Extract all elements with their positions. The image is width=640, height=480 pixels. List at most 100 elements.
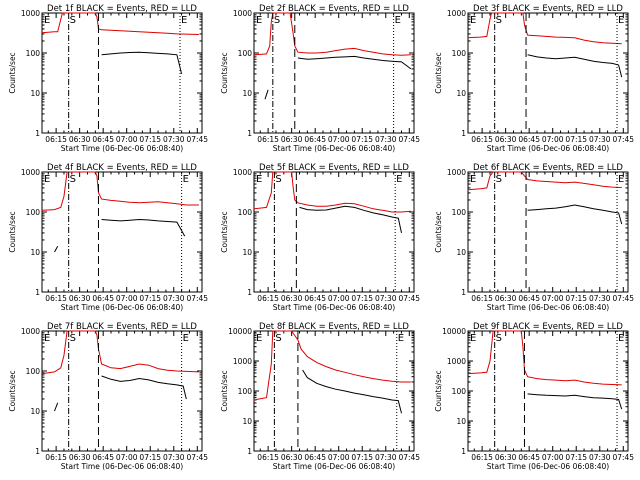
y-axis-label: Counts/sec (8, 211, 17, 252)
marker-label-e-left: E (44, 333, 50, 344)
x-tick-label: 06:45 (92, 135, 114, 144)
y-tick-label: 10 (242, 417, 252, 426)
series-line-events (527, 54, 623, 78)
x-tick-label: 07:30 (163, 294, 185, 303)
plot-frame (41, 12, 203, 134)
chart-panel: Det 6f BLACK = Events, RED = LLD 1 10 100 10… (434, 163, 634, 312)
series-line-lld (253, 171, 411, 213)
y-tick-label: 1 (35, 447, 40, 456)
marker-label-s: S (496, 15, 502, 26)
y-tick-label: 1000 (447, 9, 466, 18)
x-tick-label: 07:15 (351, 294, 373, 303)
x-tick-label: 07:45 (398, 294, 420, 303)
y-tick-label: 1000 (447, 357, 466, 366)
x-axis-label: Start Time (06-Dec-06 06:08:40) (487, 144, 609, 153)
x-axis-label: Start Time (06-Dec-06 06:08:40) (61, 144, 183, 153)
x-tick-label: 07:30 (589, 453, 611, 462)
marker-label-e-left: E (470, 174, 476, 185)
series-line-lld (41, 12, 199, 35)
panel-title: Det 8f BLACK = Events, RED = LLD (259, 322, 409, 332)
x-tick-label: 07:00 (328, 294, 350, 303)
chart-panel: Det 5f BLACK = Events, RED = LLD 1 10 100 10… (220, 163, 420, 312)
marker-label-e-left: E (44, 15, 50, 26)
y-axis-label: Counts/sec (8, 370, 17, 411)
series-line-lld (253, 330, 411, 401)
x-tick-label: 06:15 (471, 294, 493, 303)
marker-label-s: S (496, 174, 502, 185)
x-tick-label: 07:30 (375, 453, 397, 462)
x-tick-label: 07:45 (186, 294, 208, 303)
panel-title: Det 2f BLACK = Events, RED = LLD (259, 4, 409, 14)
marker-label-e-left: E (256, 15, 262, 26)
x-tick-label: 07:45 (186, 135, 208, 144)
x-axis-label: Start Time (06-Dec-06 06:08:40) (273, 144, 395, 153)
x-tick-label: 06:30 (281, 294, 303, 303)
series-line-lld (467, 330, 622, 386)
y-tick-label: 1 (461, 447, 466, 456)
x-axis-label: Start Time (06-Dec-06 06:08:40) (273, 303, 395, 312)
x-axis-label: Start Time (06-Dec-06 06:08:40) (273, 462, 395, 471)
marker-label-s: S (70, 333, 76, 344)
x-tick-label: 07:00 (542, 294, 564, 303)
x-tick-label: 06:30 (495, 294, 517, 303)
y-tick-label: 10 (242, 89, 252, 98)
x-tick-label: 07:45 (612, 453, 634, 462)
panel-title: Det 4f BLACK = Events, RED = LLD (47, 163, 197, 173)
plot-frame (467, 330, 629, 452)
x-tick-label: 07:45 (612, 294, 634, 303)
x-tick-label: 07:00 (328, 135, 350, 144)
y-tick-label: 10 (242, 248, 252, 257)
x-tick-label: 06:30 (69, 453, 91, 462)
y-tick-label: 1 (35, 288, 40, 297)
plot-frame (253, 171, 415, 293)
y-axis-label: Counts/sec (220, 370, 229, 411)
series-line-events (101, 51, 183, 75)
plot-frame (467, 171, 629, 293)
marker-label-e: E (618, 15, 624, 26)
marker-label-e: E (395, 15, 401, 26)
marker-label-e-left: E (44, 174, 50, 185)
x-tick-label: 07:30 (163, 135, 185, 144)
marker-label-e: E (183, 333, 189, 344)
y-tick-label: 100 (26, 49, 41, 58)
x-tick-label: 06:30 (69, 135, 91, 144)
x-tick-label: 06:45 (92, 453, 114, 462)
y-tick-label: 100 (26, 367, 41, 376)
marker-label-s: S (496, 333, 502, 344)
chart-panel: Det 7f BLACK = Events, RED = LLD 1 10 100 10… (8, 322, 208, 471)
x-tick-label: 07:15 (351, 453, 373, 462)
x-tick-label: 06:45 (92, 294, 114, 303)
y-tick-label: 10000 (228, 327, 252, 336)
y-tick-label: 1 (35, 129, 40, 138)
chart-panel: Det 8f BLACK = Events, RED = LLD 1 10 100 10… (220, 322, 420, 471)
plot-frame (41, 171, 203, 293)
x-tick-label: 07:00 (116, 453, 138, 462)
y-tick-label: 10 (30, 248, 40, 257)
series-line-events (527, 393, 623, 410)
y-tick-label: 1 (461, 129, 466, 138)
x-tick-label: 07:15 (351, 135, 373, 144)
y-tick-label: 100 (238, 387, 253, 396)
series-line-events (264, 55, 412, 100)
x-tick-label: 07:45 (398, 453, 420, 462)
plot-frame (253, 12, 415, 134)
y-axis-label: Counts/sec (434, 52, 443, 93)
x-tick-label: 07:00 (542, 135, 564, 144)
x-tick-label: 06:15 (471, 453, 493, 462)
plot-frame (41, 330, 203, 452)
y-tick-label: 1000 (21, 9, 40, 18)
series-line-lld (467, 12, 622, 45)
x-tick-label: 06:15 (257, 453, 279, 462)
x-tick-label: 06:15 (45, 135, 67, 144)
y-tick-label: 1000 (233, 357, 252, 366)
y-tick-label: 1 (247, 129, 252, 138)
x-tick-label: 07:15 (139, 294, 161, 303)
panel-title: Det 1f BLACK = Events, RED = LLD (47, 4, 197, 14)
chart-panel: Det 9f BLACK = Events, RED = LLD 1 10 100 10… (434, 322, 634, 471)
marker-label-e-left: E (256, 174, 262, 185)
y-tick-label: 10 (456, 417, 466, 426)
y-tick-label: 1000 (233, 168, 252, 177)
x-tick-label: 07:30 (163, 453, 185, 462)
x-tick-label: 07:15 (139, 135, 161, 144)
